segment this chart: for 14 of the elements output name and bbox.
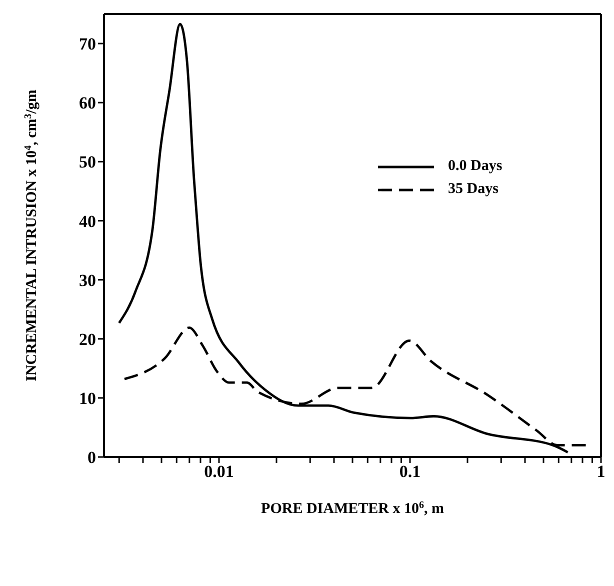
y-tick-label: 70 [79, 34, 96, 54]
y-tick-label: 50 [79, 152, 96, 172]
y-tick-label: 20 [79, 330, 96, 349]
y-tick-label: 0 [88, 448, 96, 468]
x-tick-label: 0.1 [399, 462, 421, 482]
x-tick-label: 1 [596, 462, 606, 482]
legend-label: 35 Days [448, 181, 498, 198]
legend-label: 0.0 Days [448, 158, 502, 175]
y-tick-label: 40 [79, 212, 96, 231]
y-tick-label: 60 [79, 94, 96, 113]
x-axis-title: PORE DIAMETER x 10$^{6}$, m [261, 500, 444, 517]
x-tick-label: 0.01 [204, 462, 234, 482]
y-tick-label: 10 [79, 388, 96, 408]
y-tick-label: 30 [79, 270, 96, 290]
